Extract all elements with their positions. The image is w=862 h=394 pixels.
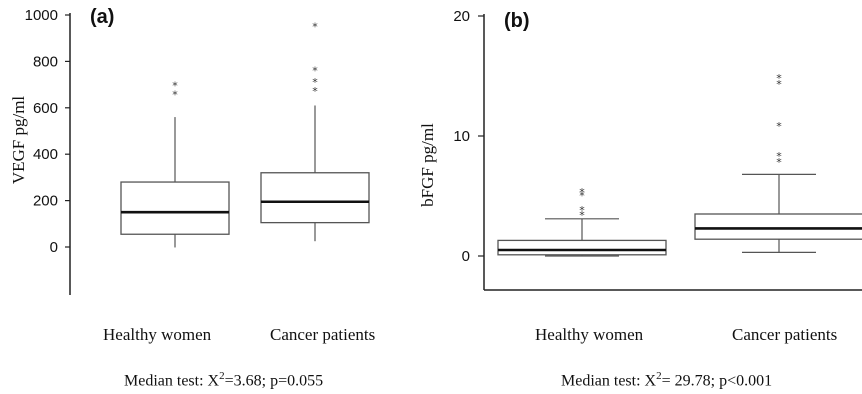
chart-b-outlier-marker: * [776, 120, 782, 133]
chart-b-outlier-marker: * [776, 72, 782, 85]
chart-a-y-tick-label: 800 [33, 53, 58, 70]
chart-b-y-tick-label: 0 [462, 248, 470, 265]
chart-a-outlier-marker: * [172, 79, 178, 92]
chart-a-y-tick-label: 600 [33, 100, 58, 117]
chart-b-outlier-marker: * [776, 150, 782, 163]
chart-b-outlier-marker: * [579, 186, 585, 199]
chart-a-y-tick-label: 400 [33, 146, 58, 163]
chart-a-y-tick-label: 0 [50, 239, 58, 256]
chart-b-y-tick-label: 10 [453, 128, 470, 145]
chart-a-y-tick-label: 200 [33, 193, 58, 210]
chart-a-y-tick-label: 1000 [25, 7, 58, 24]
chart-a-outlier-marker: * [312, 20, 318, 33]
chart-b-outlier-marker: * [579, 204, 585, 217]
chart-b-box [498, 240, 666, 254]
chart-b-box [695, 214, 862, 239]
chart-b-y-tick-label: 20 [453, 8, 470, 25]
chart-a-box [121, 182, 229, 234]
chart-a-outlier-marker: * [312, 64, 318, 77]
chart-a-outlier-marker: * [312, 76, 318, 89]
chart-a-box [261, 173, 369, 223]
